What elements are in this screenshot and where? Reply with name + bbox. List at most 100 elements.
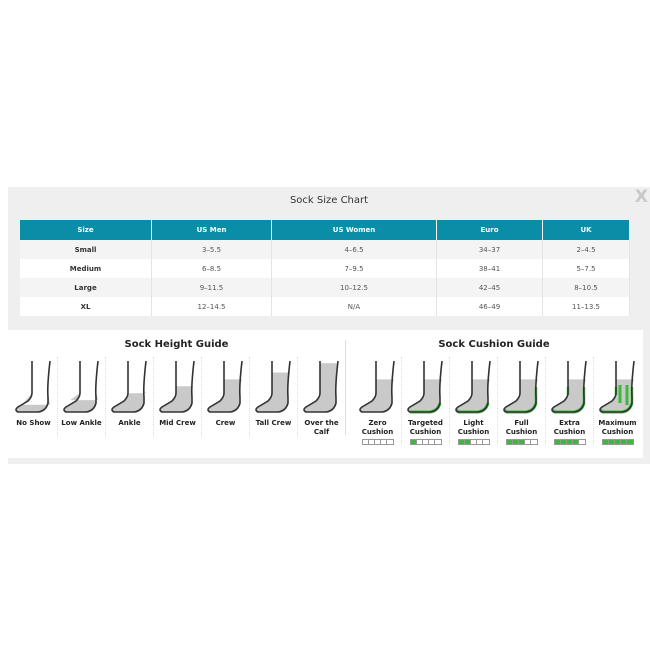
table-row: Large 9–11.5 10–12.5 42–45 8–10.5 — [20, 278, 630, 297]
cushion-guide-items: Zero Cushion Targeted Cushion Light Cush… — [354, 357, 641, 445]
cushion-label: Extra Cushion — [553, 419, 586, 436]
table-cell: Medium — [20, 259, 152, 278]
table-cell: 8–10.5 — [542, 278, 630, 297]
sock-icon — [158, 360, 195, 413]
cushion-level-bar — [457, 439, 490, 445]
cushion-guide-item: Light Cushion — [450, 357, 498, 445]
cushion-label: Full Cushion — [505, 419, 538, 436]
cushion-guide-item: Zero Cushion — [354, 357, 402, 445]
sock-icon — [110, 360, 147, 413]
cushion-bar-segment — [614, 440, 622, 444]
cushion-level-bar — [505, 439, 538, 445]
col-header: US Women — [271, 220, 437, 240]
cushion-bar-segment — [410, 440, 417, 444]
table-cell: 12–14.5 — [151, 297, 272, 316]
sock-icon — [14, 360, 51, 413]
cushion-bar-segment — [471, 440, 478, 444]
cushion-bar-segment — [423, 440, 430, 444]
cushion-label: Light Cushion — [457, 419, 490, 436]
sock-icon — [254, 360, 291, 413]
cushion-bar-segment — [363, 440, 369, 444]
height-guide-item: Over the Calf — [298, 357, 345, 437]
cushion-guide-item: Extra Cushion — [546, 357, 594, 445]
cushion-bar-segment — [435, 440, 440, 444]
cushion-bar-segment — [579, 440, 584, 444]
table-cell: XL — [20, 297, 152, 316]
col-header: US Men — [151, 220, 272, 240]
height-label: Crew — [215, 419, 236, 427]
cushion-level-bar — [409, 439, 442, 445]
cushion-label: Targeted Cushion — [408, 419, 443, 436]
cushion-bar-segment — [375, 440, 382, 444]
table-cell: 38–41 — [436, 259, 543, 278]
table-cell: 7–9.5 — [271, 259, 437, 278]
table-header-row: Size US Men US Women Euro UK — [20, 220, 630, 240]
cushion-bar-segment — [518, 440, 526, 444]
table-row: Small 3–5.5 4–6.5 34–37 2–4.5 — [20, 240, 630, 259]
guides-card: Sock Height Guide Sock Cushion Guide No … — [8, 330, 643, 458]
table-row: XL 12–14.5 N/A 46–49 11–13.5 — [20, 297, 630, 316]
col-header: Euro — [436, 220, 543, 240]
table-cell: Small — [20, 240, 152, 259]
height-label: Mid Crew — [159, 419, 196, 427]
cushion-bar-segment — [525, 440, 532, 444]
size-chart-modal: X Sock Size Chart Size US Men US Women E… — [8, 187, 650, 464]
cushion-bar-segment — [621, 440, 628, 444]
col-header: Size — [20, 220, 152, 240]
height-guide-item: No Show — [10, 357, 58, 437]
table-cell: 3–5.5 — [151, 240, 272, 259]
cushion-bar-segment — [566, 440, 574, 444]
col-header: UK — [542, 220, 630, 240]
height-label: Tall Crew — [255, 419, 292, 427]
table-cell: 4–6.5 — [271, 240, 437, 259]
sock-icon — [406, 360, 443, 414]
height-label: No Show — [16, 419, 51, 427]
close-button[interactable]: X — [634, 187, 648, 207]
height-guide-item: Crew — [202, 357, 250, 437]
table-cell: 9–11.5 — [151, 278, 272, 297]
table-cell: 34–37 — [436, 240, 543, 259]
sock-icon — [550, 360, 587, 414]
cushion-bar-segment — [573, 440, 580, 444]
cushion-bar-segment — [602, 440, 609, 444]
cushion-bar-segment — [477, 440, 484, 444]
cushion-bar-segment — [387, 440, 392, 444]
cushion-label: Zero Cushion — [361, 419, 394, 436]
cushion-bar-segment — [381, 440, 388, 444]
height-label: Ankle — [118, 419, 141, 427]
cushion-label: Maximum Cushion — [598, 419, 637, 436]
cushion-level-bar — [601, 439, 634, 445]
cushion-bar-segment — [608, 440, 615, 444]
table-cell: 10–12.5 — [271, 278, 437, 297]
cushion-bar-segment — [506, 440, 513, 444]
sock-icon — [454, 360, 491, 414]
cushion-bar-segment — [483, 440, 488, 444]
cushion-bar-segment — [458, 440, 465, 444]
sock-icon — [206, 360, 243, 413]
cushion-bar-segment — [560, 440, 567, 444]
divider — [345, 340, 346, 435]
cushion-guide-item: Maximum Cushion — [594, 357, 641, 445]
sock-icon — [302, 360, 339, 413]
sock-icon — [502, 360, 539, 414]
table-cell: Large — [20, 278, 152, 297]
sock-icon — [62, 360, 99, 413]
cushion-guide-title: Sock Cushion Guide — [438, 339, 550, 350]
cushion-bar-segment — [369, 440, 375, 444]
height-guide-items: No Show Low Ankle Ankle Mid Crew Crew Ta… — [10, 357, 345, 437]
cushion-level-bar — [553, 439, 586, 445]
cushion-bar-segment — [464, 440, 471, 444]
table-cell: 6–8.5 — [151, 259, 272, 278]
table-cell: 2–4.5 — [542, 240, 630, 259]
height-label: Over the Calf — [304, 419, 339, 436]
cushion-bar-segment — [512, 440, 519, 444]
table-cell: 42–45 — [436, 278, 543, 297]
size-table: Size US Men US Women Euro UK Small 3–5.5 4… — [20, 220, 630, 316]
cushion-bar-segment — [531, 440, 536, 444]
table-cell: 46–49 — [436, 297, 543, 316]
cushion-bar-segment — [554, 440, 561, 444]
table-cell: 5–7.5 — [542, 259, 630, 278]
table-row: Medium 6–8.5 7–9.5 38–41 5–7.5 — [20, 259, 630, 278]
height-guide-item: Tall Crew — [250, 357, 298, 437]
height-guide-item: Ankle — [106, 357, 154, 437]
